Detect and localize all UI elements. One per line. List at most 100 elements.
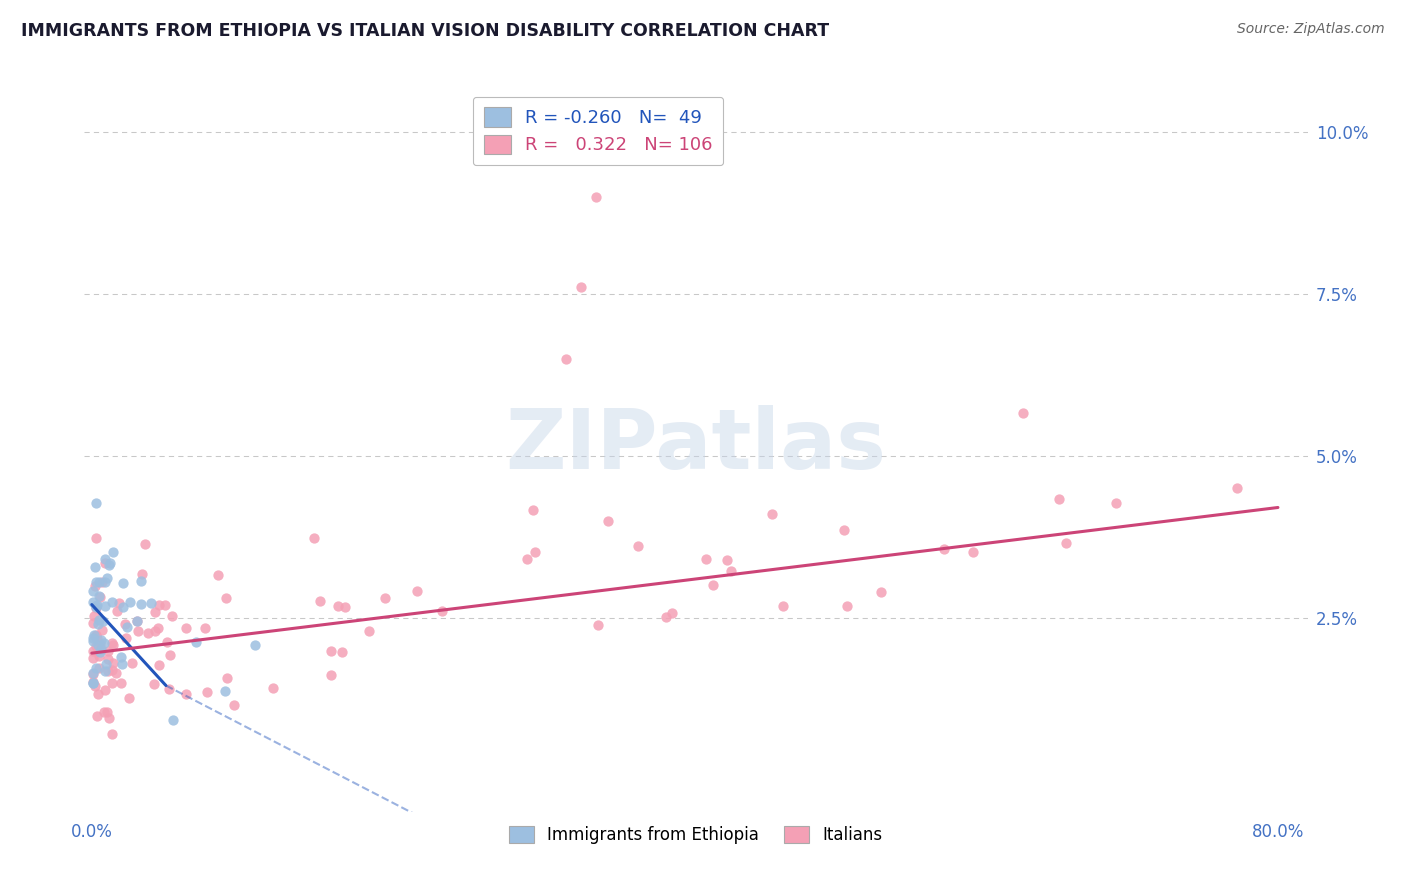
Point bbox=[90, 632, 112, 647]
Point bbox=[100, 727, 122, 741]
Point bbox=[328, 599, 350, 614]
Point bbox=[596, 514, 619, 528]
Point bbox=[84, 629, 107, 643]
Point bbox=[159, 681, 181, 696]
Point bbox=[83, 579, 105, 593]
Point bbox=[176, 621, 198, 635]
Point bbox=[136, 625, 159, 640]
Point bbox=[98, 558, 121, 573]
Point bbox=[357, 624, 380, 638]
Point bbox=[522, 503, 544, 517]
Point bbox=[125, 614, 148, 628]
Point bbox=[304, 531, 326, 545]
Point bbox=[82, 644, 104, 658]
Point bbox=[129, 574, 152, 588]
Point bbox=[330, 645, 353, 659]
Point bbox=[962, 545, 984, 559]
Point bbox=[115, 631, 138, 645]
Point bbox=[86, 708, 108, 723]
Point bbox=[84, 531, 107, 545]
Point bbox=[720, 564, 742, 578]
Point bbox=[224, 698, 246, 713]
Point bbox=[139, 596, 162, 610]
Point bbox=[215, 591, 238, 605]
Point bbox=[101, 676, 124, 690]
Point bbox=[184, 634, 207, 648]
Point bbox=[585, 190, 607, 204]
Point bbox=[89, 637, 111, 651]
Point bbox=[84, 631, 107, 645]
Point bbox=[772, 599, 794, 613]
Point bbox=[174, 687, 197, 701]
Point bbox=[94, 664, 117, 678]
Point bbox=[86, 639, 108, 653]
Point bbox=[89, 645, 111, 659]
Point bbox=[207, 568, 229, 582]
Point bbox=[524, 545, 547, 559]
Point bbox=[82, 595, 104, 609]
Point bbox=[101, 636, 124, 650]
Point bbox=[93, 682, 115, 697]
Point bbox=[89, 613, 111, 627]
Point bbox=[82, 666, 104, 681]
Point bbox=[89, 661, 111, 675]
Point bbox=[94, 552, 117, 566]
Point bbox=[148, 658, 170, 673]
Point bbox=[110, 650, 132, 665]
Point bbox=[121, 656, 143, 670]
Point bbox=[93, 574, 115, 589]
Point bbox=[319, 644, 342, 658]
Point bbox=[162, 713, 184, 727]
Text: Source: ZipAtlas.com: Source: ZipAtlas.com bbox=[1237, 22, 1385, 37]
Point bbox=[82, 666, 104, 681]
Point bbox=[84, 601, 107, 615]
Point bbox=[516, 552, 538, 566]
Point bbox=[405, 584, 427, 599]
Point bbox=[84, 679, 107, 693]
Point bbox=[84, 575, 107, 590]
Point bbox=[96, 571, 118, 585]
Point bbox=[101, 638, 124, 652]
Point bbox=[97, 664, 120, 678]
Point bbox=[82, 584, 104, 599]
Point bbox=[82, 634, 104, 648]
Point bbox=[98, 556, 121, 570]
Point bbox=[155, 599, 177, 613]
Point bbox=[83, 559, 105, 574]
Point bbox=[146, 621, 169, 635]
Point bbox=[129, 597, 152, 611]
Point bbox=[114, 617, 136, 632]
Point bbox=[834, 523, 856, 537]
Point bbox=[82, 651, 104, 665]
Point bbox=[87, 574, 110, 589]
Point bbox=[569, 280, 592, 294]
Point bbox=[104, 665, 127, 680]
Point bbox=[125, 614, 148, 628]
Point bbox=[94, 599, 117, 613]
Point bbox=[131, 566, 153, 581]
Point bbox=[84, 627, 107, 641]
Point bbox=[115, 620, 138, 634]
Point bbox=[160, 609, 183, 624]
Point bbox=[112, 600, 135, 615]
Point bbox=[87, 687, 110, 701]
Point bbox=[319, 667, 342, 681]
Point bbox=[90, 624, 112, 638]
Point bbox=[110, 676, 132, 690]
Point bbox=[107, 604, 129, 618]
Point bbox=[654, 610, 676, 624]
Point bbox=[835, 599, 858, 613]
Point bbox=[86, 616, 108, 631]
Point bbox=[97, 651, 120, 665]
Point bbox=[89, 590, 111, 604]
Point bbox=[84, 661, 107, 675]
Point bbox=[309, 593, 332, 607]
Point bbox=[143, 624, 166, 638]
Point bbox=[89, 641, 111, 656]
Point bbox=[90, 642, 112, 657]
Legend: Immigrants from Ethiopia, Italians: Immigrants from Ethiopia, Italians bbox=[502, 820, 890, 851]
Point bbox=[111, 575, 134, 590]
Point bbox=[84, 496, 107, 510]
Point bbox=[695, 552, 717, 566]
Point bbox=[83, 628, 105, 642]
